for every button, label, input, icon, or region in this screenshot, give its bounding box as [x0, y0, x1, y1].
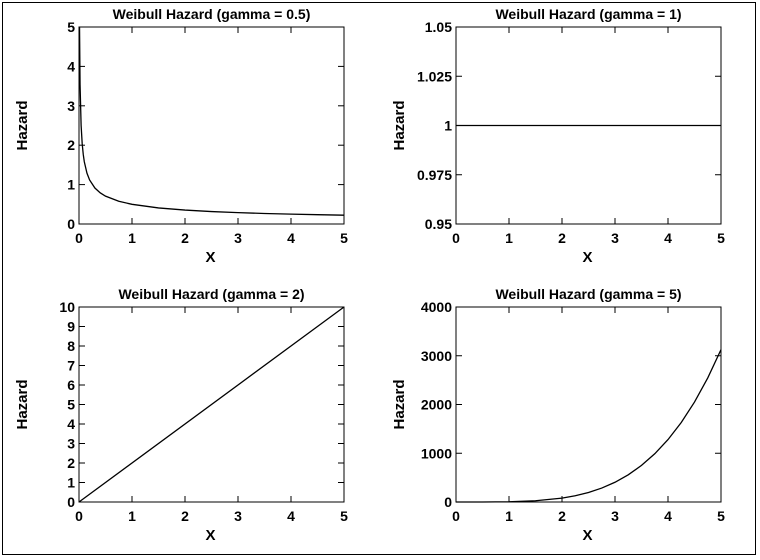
- hazard-curve: [455, 349, 722, 503]
- y-tick-label: 1.025: [417, 68, 452, 84]
- x-tick-label: 4: [287, 508, 295, 524]
- plot-area: [78, 26, 345, 225]
- x-tick-label: 1: [128, 230, 136, 246]
- y-tick-label: 3: [67, 98, 75, 114]
- y-tick-label: 4000: [421, 299, 452, 315]
- x-tick-label: 1: [128, 508, 136, 524]
- chart-panel-3: Weibull Hazard (gamma = 2) 0 1 2 3 4 5 0 1 2 3 4 5 6 7…: [14, 286, 348, 544]
- y-tick-label: 2: [67, 455, 75, 471]
- x-tick-label: 2: [181, 508, 189, 524]
- y-tick-label: 10: [59, 299, 75, 315]
- x-tick-label: 4: [664, 508, 672, 524]
- x-axis-label: X: [582, 527, 592, 544]
- x-tick-label: 0: [452, 230, 460, 246]
- hazard-curve: [78, 306, 345, 503]
- y-tick-label: 5: [67, 19, 75, 35]
- x-tick-label: 4: [287, 230, 295, 246]
- y-axis-label: Hazard: [391, 379, 408, 429]
- y-tick-label: 2: [67, 137, 75, 153]
- x-tick-label: 0: [75, 508, 83, 524]
- x-axis-label: X: [205, 527, 215, 544]
- y-tick-label: 0.95: [425, 216, 452, 232]
- chart-title: Weibull Hazard (gamma = 5): [495, 286, 681, 302]
- chart-title: Weibull Hazard (gamma = 1): [495, 6, 681, 22]
- x-axis-label: X: [205, 249, 215, 266]
- y-tick-label: 5: [67, 397, 75, 413]
- x-tick-label: 0: [75, 230, 83, 246]
- plot-area: [455, 306, 722, 503]
- y-tick-label: 9: [67, 319, 75, 335]
- y-tick-label: 0: [67, 216, 75, 232]
- x-tick-label: 3: [611, 230, 619, 246]
- y-tick-label: 7: [67, 358, 75, 374]
- x-tick-label: 4: [664, 230, 672, 246]
- y-tick-label: 1000: [421, 445, 452, 461]
- y-tick-label: 1: [444, 118, 452, 134]
- y-tick-label: 6: [67, 377, 75, 393]
- hazard-curve: [78, 26, 345, 216]
- y-tick-label: 3000: [421, 348, 452, 364]
- y-tick-label: 1.05: [425, 19, 452, 35]
- y-tick-label: 4: [67, 58, 75, 74]
- y-axis-label: Hazard: [391, 100, 408, 150]
- y-tick-label: 0: [444, 494, 452, 510]
- y-tick-label: 0: [67, 494, 75, 510]
- x-tick-label: 0: [452, 508, 460, 524]
- y-tick-label: 3: [67, 436, 75, 452]
- x-axis-label: X: [582, 249, 592, 266]
- chart-title: Weibull Hazard (gamma = 2): [118, 286, 304, 302]
- y-axis-label: Hazard: [14, 100, 31, 150]
- x-tick-label: 1: [505, 230, 513, 246]
- x-tick-label: 2: [558, 508, 566, 524]
- x-tick-label: 5: [340, 230, 348, 246]
- chart-title: Weibull Hazard (gamma = 0.5): [113, 6, 311, 22]
- x-tick-label: 1: [505, 508, 513, 524]
- x-tick-label: 3: [234, 230, 242, 246]
- x-tick-label: 5: [717, 508, 725, 524]
- y-tick-label: 4: [67, 416, 75, 432]
- chart-panel-4: Weibull Hazard (gamma = 5) 0 1 2 3 4 5 0 1000 200…: [391, 286, 725, 544]
- y-tick-label: 1: [67, 475, 75, 491]
- y-axis-label: Hazard: [14, 379, 31, 429]
- y-tick-label: 8: [67, 338, 75, 354]
- chart-panel-1: Weibull Hazard (gamma = 0.5) 0 1 2 3 4 5 0 1 2 3 4 5…: [14, 6, 348, 266]
- x-tick-label: 5: [717, 230, 725, 246]
- y-tick-label: 2000: [421, 397, 452, 413]
- chart-panel-2: Weibull Hazard (gamma = 1) 0 1 2 3 4 5 0.95 0.97…: [391, 6, 725, 266]
- x-tick-label: 3: [611, 508, 619, 524]
- x-tick-label: 2: [181, 230, 189, 246]
- x-tick-label: 3: [234, 508, 242, 524]
- figure-frame: [2, 2, 756, 555]
- x-tick-label: 2: [558, 230, 566, 246]
- y-tick-label: 0.975: [417, 167, 452, 183]
- x-tick-label: 5: [340, 508, 348, 524]
- y-tick-label: 1: [67, 177, 75, 193]
